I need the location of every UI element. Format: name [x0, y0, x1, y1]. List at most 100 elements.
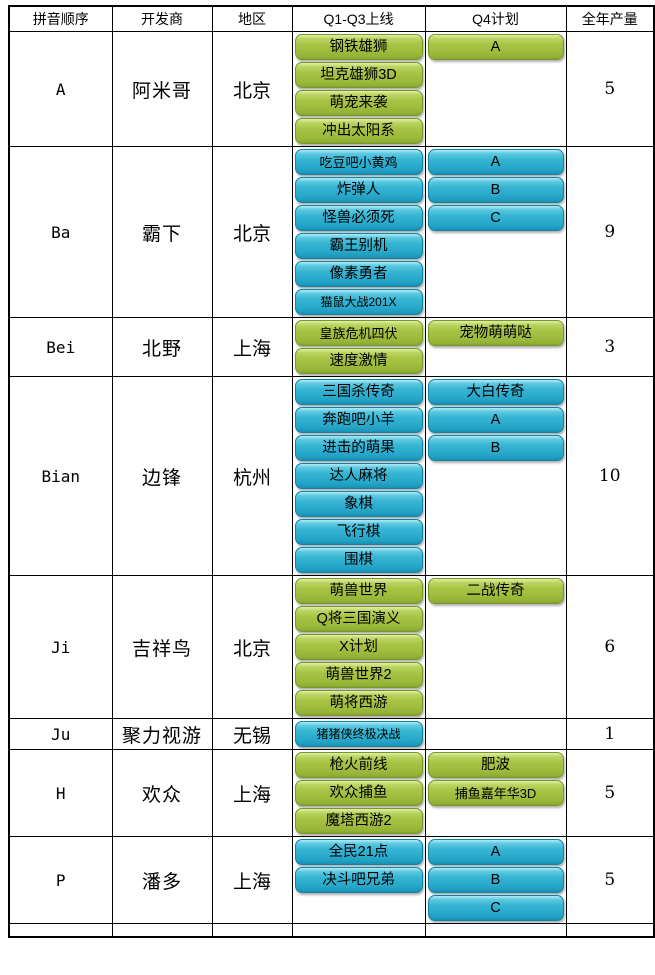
region-cell: 上海 — [211, 749, 293, 837]
q1q3-game-button[interactable]: Q将三国演义 — [294, 606, 423, 632]
q1q3-game-button[interactable]: 萌宠来袭 — [294, 90, 423, 116]
q4-plans-cell — [424, 718, 567, 750]
developer-cell: 阿米哥 — [111, 31, 213, 147]
developer-cell: 霸下 — [111, 146, 213, 318]
annual-total-cell: 9 — [565, 146, 655, 318]
q1q3-game-button[interactable]: 魔塔西游2 — [294, 808, 423, 834]
q1q3-game-button[interactable]: 达人麻将 — [294, 463, 423, 489]
table-row: Ba 霸下 北京 吃豆吧小黄鸡 炸弹人 怪兽必须死 霸王别机 像素勇者 猫鼠大战201X A B C 9 — [8, 146, 655, 318]
q1q3-game-button[interactable]: 奔跑吧小羊 — [294, 407, 423, 433]
q4-plans-cell: A — [424, 31, 567, 147]
q1q3-game-button[interactable]: 三国杀传奇 — [294, 379, 423, 405]
q1q3-game-button[interactable]: 吃豆吧小黄鸡 — [294, 149, 423, 175]
q1q3-game-button[interactable]: 霸王别机 — [294, 233, 423, 259]
annual-total-cell: 10 — [565, 376, 655, 576]
q1q3-game-button[interactable]: 决斗吧兄弟 — [294, 867, 423, 893]
q1q3-game-button[interactable]: 猪猪侠终极决战 — [294, 721, 423, 747]
header-annual-output: 全年产量 — [565, 5, 655, 32]
q4-plan-button[interactable]: A — [427, 407, 564, 433]
q1q3-game-button[interactable]: 像素勇者 — [294, 261, 423, 287]
q1q3-game-button[interactable]: 萌兽世界 — [294, 578, 423, 604]
q4-plans-cell: 肥波 捕鱼嘉年华3D — [424, 749, 567, 837]
region-cell: 上海 — [211, 836, 293, 924]
q1q3-game-button[interactable]: 进击的萌果 — [294, 435, 423, 461]
developer-cell: 欢众 — [111, 749, 213, 837]
empty-cell — [424, 923, 567, 938]
q1q3-game-button[interactable]: 钢铁雄狮 — [294, 34, 423, 60]
partial-empty-row — [8, 923, 655, 938]
annual-total-cell: 1 — [565, 718, 655, 750]
q1q3-game-button[interactable]: 炸弹人 — [294, 177, 423, 203]
q1q3-game-button[interactable]: 猫鼠大战201X — [294, 289, 423, 315]
pinyin-cell: A — [8, 31, 113, 147]
region-cell: 北京 — [211, 31, 293, 147]
q4-plan-button[interactable]: B — [427, 435, 564, 461]
spreadsheet-sheet: 拼音顺序 开发商 地区 Q1-Q3上线 Q4计划 全年产量 A 阿米哥 北京 钢铁雄狮 坦克雄狮3… — [8, 5, 655, 938]
q1q3-games-cell: 皇族危机四伏 速度激情 — [291, 317, 426, 377]
q4-plan-button[interactable]: C — [427, 895, 564, 921]
q1q3-game-button[interactable]: 冲出太阳系 — [294, 118, 423, 144]
q1q3-game-button[interactable]: 象棋 — [294, 491, 423, 517]
table-row: Ji 吉祥鸟 北京 萌兽世界 Q将三国演义 X计划 萌兽世界2 萌将西游 二战传奇 6 — [8, 575, 655, 719]
empty-cell — [111, 923, 213, 938]
q1q3-game-button[interactable]: 飞行棋 — [294, 519, 423, 545]
q1q3-games-cell: 三国杀传奇 奔跑吧小羊 进击的萌果 达人麻将 象棋 飞行棋 围棋 — [291, 376, 426, 576]
pinyin-cell: H — [8, 749, 113, 837]
pinyin-cell: Bian — [8, 376, 113, 576]
annual-total-cell: 6 — [565, 575, 655, 719]
q4-plan-button[interactable]: A — [427, 34, 564, 60]
pinyin-cell: P — [8, 836, 113, 924]
annual-total-cell: 5 — [565, 31, 655, 147]
q1q3-game-button[interactable]: 萌兽世界2 — [294, 662, 423, 688]
q4-plan-button[interactable]: 捕鱼嘉年华3D — [427, 780, 564, 806]
q4-plan-button[interactable]: B — [427, 867, 564, 893]
q4-plan-button[interactable]: C — [427, 205, 564, 231]
header-developer: 开发商 — [111, 5, 213, 32]
header-q1q3-online: Q1-Q3上线 — [291, 5, 426, 32]
q1q3-game-button[interactable]: 枪火前线 — [294, 752, 423, 778]
region-cell: 无锡 — [211, 718, 293, 750]
annual-total-cell: 5 — [565, 836, 655, 924]
q1q3-games-cell: 钢铁雄狮 坦克雄狮3D 萌宠来袭 冲出太阳系 — [291, 31, 426, 147]
header-region: 地区 — [211, 5, 293, 32]
developer-cell: 北野 — [111, 317, 213, 377]
region-cell: 杭州 — [211, 376, 293, 576]
q1q3-game-button[interactable]: 全民21点 — [294, 839, 423, 865]
q1q3-game-button[interactable]: 围棋 — [294, 547, 423, 573]
q4-plan-button[interactable]: B — [427, 177, 564, 203]
q1q3-game-button[interactable]: 速度激情 — [294, 348, 423, 374]
table-row: P 潘多 上海 全民21点 决斗吧兄弟 A B C 5 — [8, 836, 655, 924]
pinyin-cell: Bei — [8, 317, 113, 377]
empty-cell — [565, 923, 655, 938]
empty-cell — [211, 923, 293, 938]
q1q3-game-button[interactable]: 怪兽必须死 — [294, 205, 423, 231]
q1q3-game-button[interactable]: X计划 — [294, 634, 423, 660]
developer-cell: 聚力视游 — [111, 718, 213, 750]
annual-total-cell: 3 — [565, 317, 655, 377]
q4-plan-button[interactable]: A — [427, 149, 564, 175]
q1q3-games-cell: 吃豆吧小黄鸡 炸弹人 怪兽必须死 霸王别机 像素勇者 猫鼠大战201X — [291, 146, 426, 318]
q1q3-games-cell: 全民21点 决斗吧兄弟 — [291, 836, 426, 924]
q4-plan-button[interactable]: 二战传奇 — [427, 578, 564, 604]
q1q3-game-button[interactable]: 皇族危机四伏 — [294, 320, 423, 346]
q1q3-game-button[interactable]: 萌将西游 — [294, 690, 423, 716]
q4-plans-cell: 宠物萌萌哒 — [424, 317, 567, 377]
q4-plan-button[interactable]: 肥波 — [427, 752, 564, 778]
empty-cell — [291, 923, 426, 938]
q4-plan-button[interactable]: 大白传奇 — [427, 379, 564, 405]
q4-plan-button[interactable]: 宠物萌萌哒 — [427, 320, 564, 346]
q1q3-games-cell: 枪火前线 欢众捕鱼 魔塔西游2 — [291, 749, 426, 837]
game-production-table: 拼音顺序 开发商 地区 Q1-Q3上线 Q4计划 全年产量 A 阿米哥 北京 钢铁雄狮 坦克雄狮3… — [8, 5, 655, 938]
q4-plans-cell: 大白传奇 A B — [424, 376, 567, 576]
table-row: Bei 北野 上海 皇族危机四伏 速度激情 宠物萌萌哒 3 — [8, 317, 655, 377]
developer-cell: 边锋 — [111, 376, 213, 576]
q1q3-game-button[interactable]: 欢众捕鱼 — [294, 780, 423, 806]
q1q3-game-button[interactable]: 坦克雄狮3D — [294, 62, 423, 88]
header-q4-plan: Q4计划 — [424, 5, 567, 32]
q4-plan-button[interactable]: A — [427, 839, 564, 865]
empty-cell — [8, 923, 113, 938]
developer-cell: 吉祥鸟 — [111, 575, 213, 719]
pinyin-cell: Ji — [8, 575, 113, 719]
